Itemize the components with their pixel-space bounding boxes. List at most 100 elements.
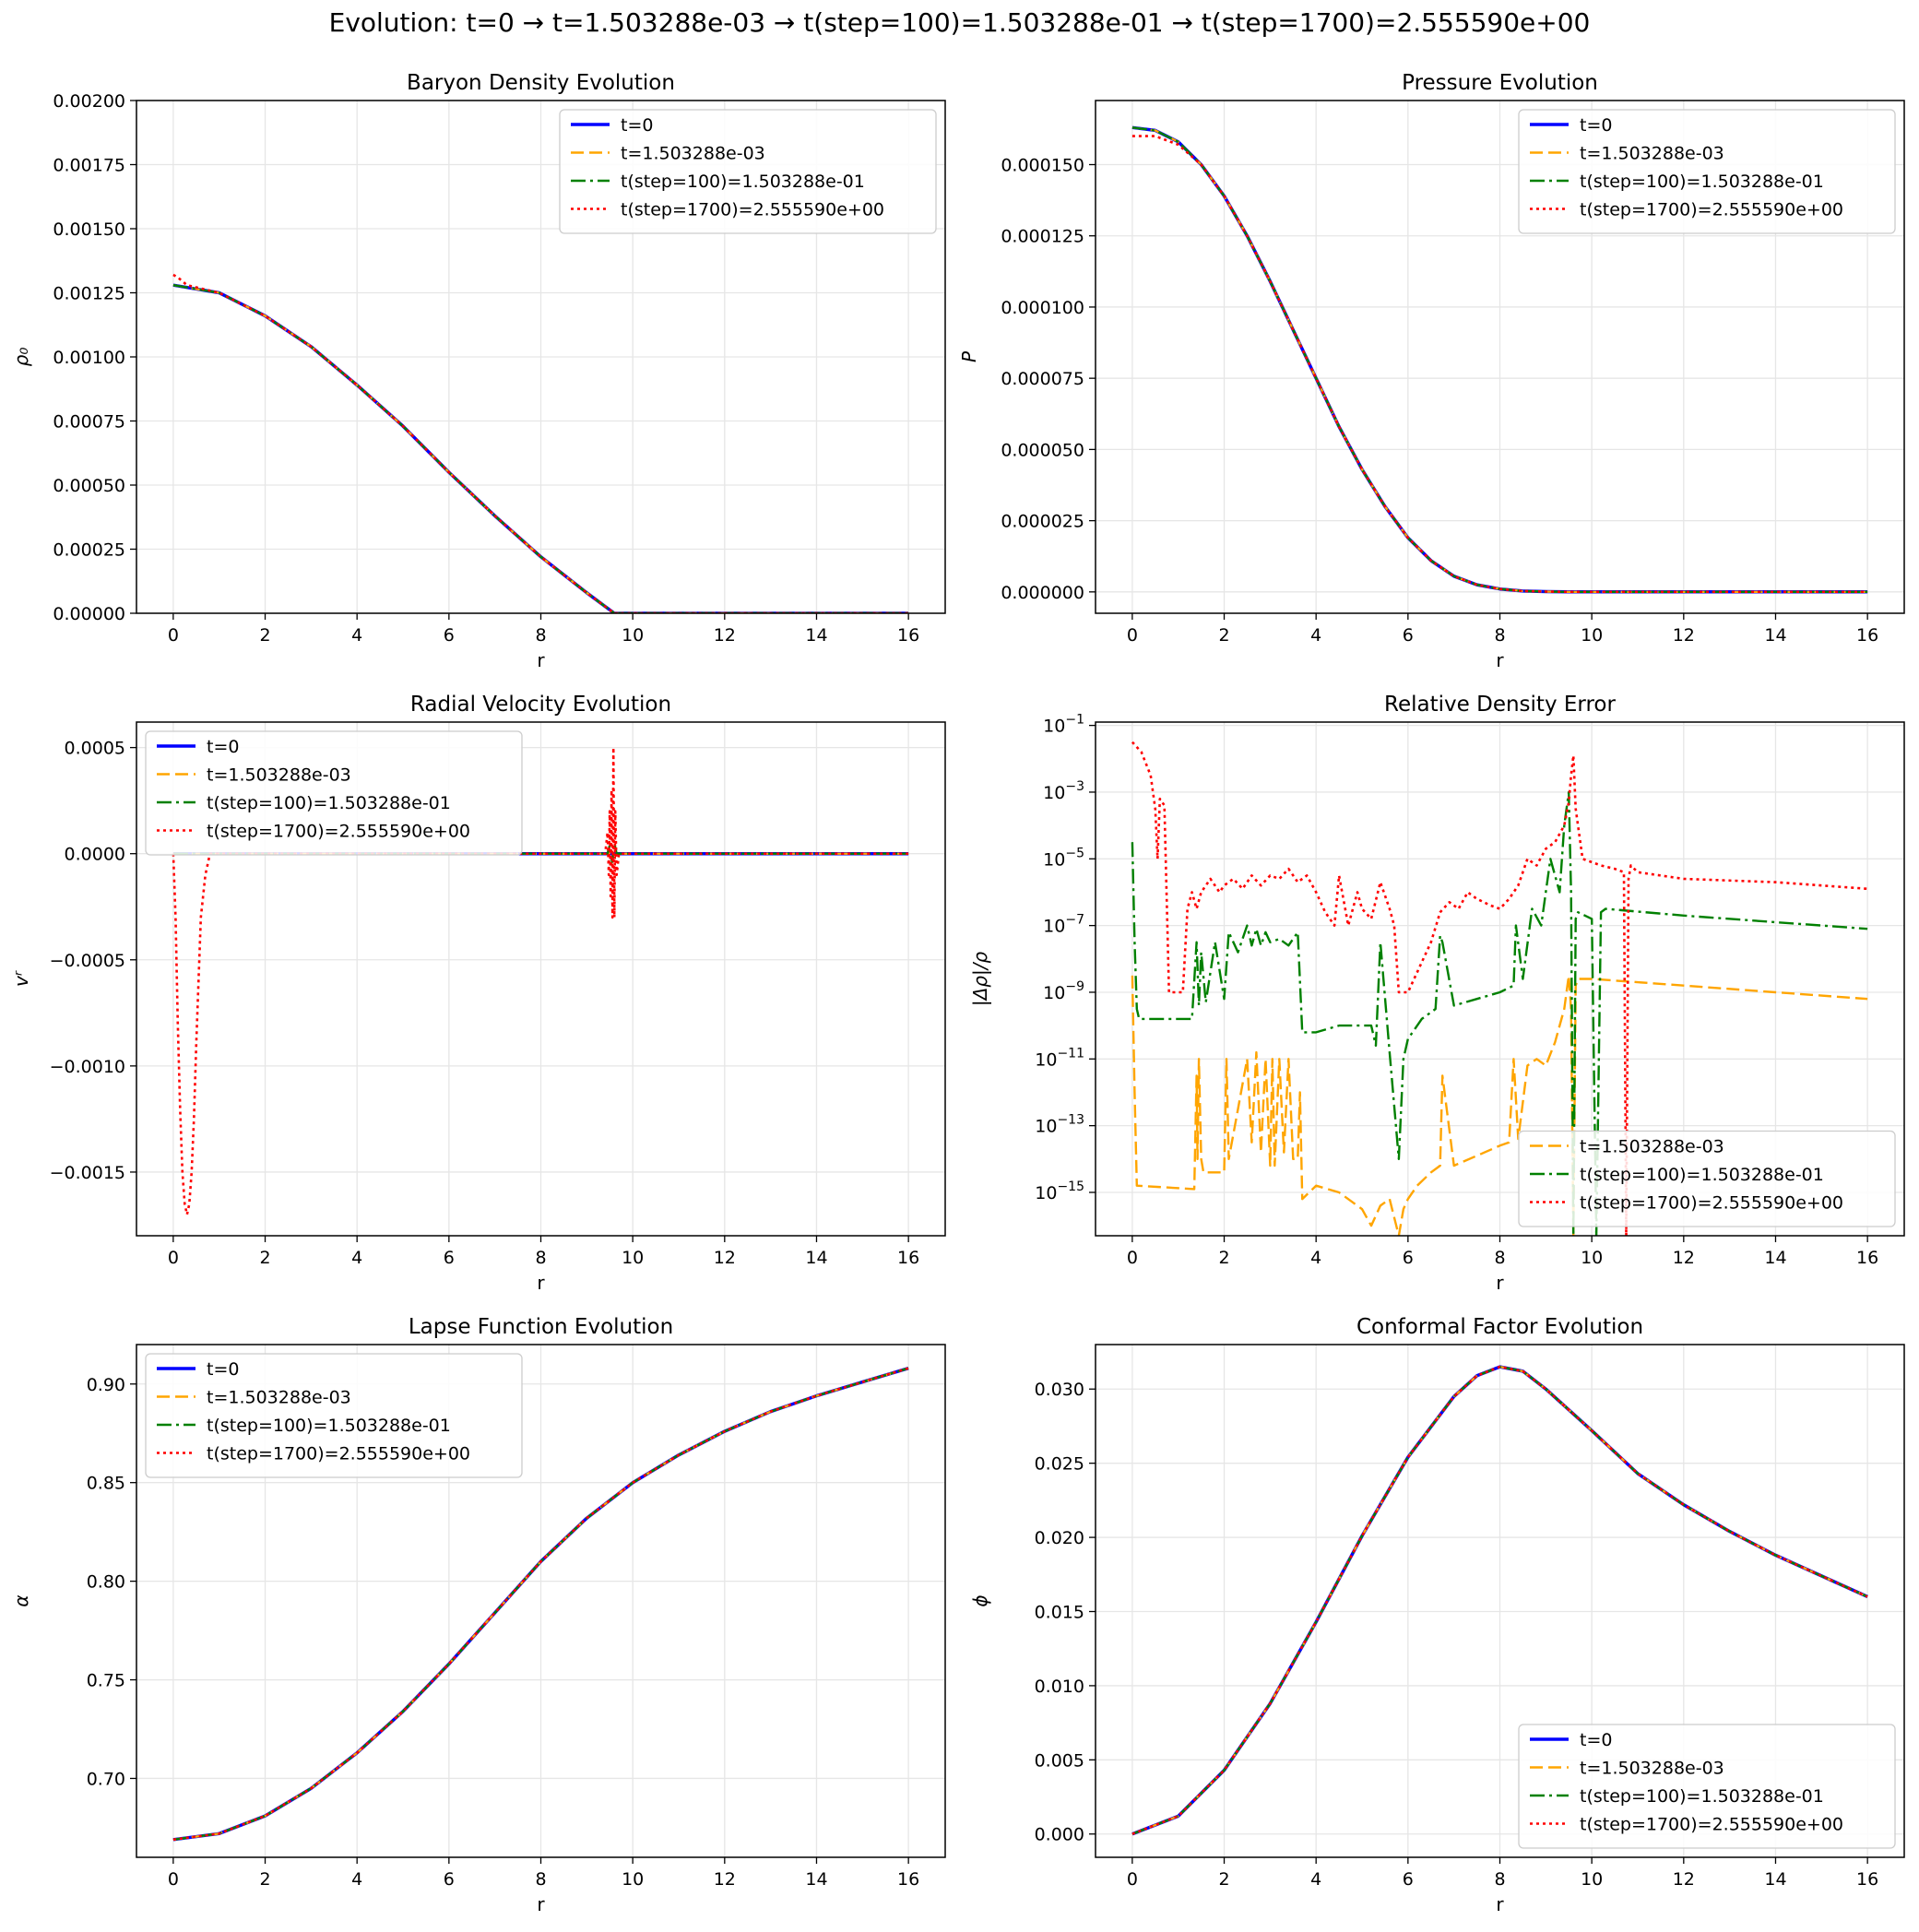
chart-title: Baryon Density Evolution xyxy=(407,71,675,95)
series-line xyxy=(1131,974,1868,1236)
x-tick-label: 12 xyxy=(714,625,736,646)
x-tick-label: 14 xyxy=(1764,1869,1786,1890)
y-tick-label: 0.0000 xyxy=(65,845,125,865)
x-tick-label: 6 xyxy=(444,625,455,646)
y-axis-label: P xyxy=(958,350,980,362)
x-tick-label: 6 xyxy=(1403,1248,1414,1268)
y-tick-label: 0.010 xyxy=(1035,1677,1084,1697)
x-tick-label: 4 xyxy=(351,1869,362,1890)
legend-box xyxy=(1518,109,1896,234)
y-tick-label: 10−9 xyxy=(1043,979,1084,1003)
plot-frame xyxy=(1095,100,1905,614)
plot-frame xyxy=(136,721,946,1237)
y-tick-label: 10−7 xyxy=(1043,913,1084,937)
y-tick-label: 0.00200 xyxy=(53,91,125,112)
legend: t=0 t=1.503288e-03 t(step=100)=1.503288e-0… xyxy=(559,109,937,234)
chart-title: Relative Density Error xyxy=(1384,693,1616,717)
legend-label: t(step=100)=1.503288e-01 xyxy=(207,793,451,813)
y-tick-label: 0.80 xyxy=(87,1572,125,1593)
plot-frame xyxy=(1095,1344,1905,1858)
x-axis-label: r xyxy=(1496,649,1504,671)
x-axis-label: r xyxy=(1496,1893,1504,1915)
y-tick-label: 0.030 xyxy=(1035,1380,1084,1400)
x-tick-label: 2 xyxy=(1218,1248,1229,1268)
y-tick-label: 0.000150 xyxy=(1001,156,1084,176)
y-axis-label: ϕ xyxy=(969,1594,991,1606)
chart-panel: 0 2 4 6 8 10 12 14 16 0.00000 0.00025 0.00050 0.0007… xyxy=(10,71,946,671)
legend: t=0 t=1.503288e-03 t(step=100)=1.503288e-0… xyxy=(145,1353,523,1478)
y-tick-label: 0.025 xyxy=(1035,1454,1084,1475)
legend-label: t=0 xyxy=(207,1359,239,1380)
x-tick-label: 12 xyxy=(1673,1248,1695,1268)
chart-panel: 0 2 4 6 8 10 12 14 16 0.000 0.005 0.010 0.015 0.020 0.… xyxy=(969,1315,1905,1915)
legend: t=0 t=1.503288e-03 t(step=100)=1.503288e-0… xyxy=(145,730,523,856)
chart-panel: 0 2 4 6 8 10 12 14 16 0.70 0.75 0.80 0.85 0.90 Lapse F… xyxy=(10,1315,946,1915)
x-tick-label: 0 xyxy=(1127,625,1138,646)
y-tick-label: 0.000075 xyxy=(1001,369,1084,389)
x-axis-label: r xyxy=(1496,1272,1504,1294)
legend-label: t=0 xyxy=(207,737,239,757)
legend-label: t(step=1700)=2.555590e+00 xyxy=(621,200,884,220)
legend-box xyxy=(559,109,937,234)
y-tick-label: 0.00000 xyxy=(53,604,125,624)
y-axis-label: |Δρ|/ρ xyxy=(969,952,991,1007)
x-tick-label: 4 xyxy=(1310,1248,1321,1268)
y-tick-label: 0.75 xyxy=(87,1671,125,1691)
x-tick-label: 2 xyxy=(1218,625,1229,646)
y-tick-label: −0.0005 xyxy=(50,951,125,971)
legend-label: t(step=100)=1.503288e-01 xyxy=(207,1416,451,1436)
y-tick-label: 10−15 xyxy=(1035,1179,1084,1203)
x-tick-label: 8 xyxy=(535,625,546,646)
x-tick-label: 8 xyxy=(1494,625,1505,646)
y-tick-label: 0.00175 xyxy=(53,156,125,176)
series-line xyxy=(1131,135,1868,594)
x-tick-label: 14 xyxy=(1764,625,1786,646)
legend-label: t(step=100)=1.503288e-01 xyxy=(621,172,865,192)
chart-title: Radial Velocity Evolution xyxy=(410,693,671,717)
x-tick-label: 10 xyxy=(1581,1248,1603,1268)
x-tick-label: 0 xyxy=(168,1248,179,1268)
y-tick-label: 0.85 xyxy=(87,1474,125,1494)
legend-box xyxy=(1518,1724,1896,1849)
y-tick-label: 10−3 xyxy=(1043,779,1084,803)
x-tick-label: 2 xyxy=(259,1869,270,1890)
x-tick-label: 10 xyxy=(1581,625,1603,646)
series-line xyxy=(172,273,909,613)
y-tick-label: 0.00150 xyxy=(53,219,125,240)
y-tick-label: 0.00025 xyxy=(53,540,125,561)
x-tick-label: 4 xyxy=(1310,1869,1321,1890)
y-tick-label: 10−1 xyxy=(1043,713,1084,737)
legend-label: t=1.503288e-03 xyxy=(1580,1759,1724,1779)
x-tick-label: 6 xyxy=(1403,1869,1414,1890)
legend-label: t(step=1700)=2.555590e+00 xyxy=(207,1444,470,1464)
chart-title: Conformal Factor Evolution xyxy=(1356,1315,1643,1339)
y-tick-label: 0.00050 xyxy=(53,476,125,496)
x-tick-label: 16 xyxy=(1856,1869,1878,1890)
legend-label: t(step=1700)=2.555590e+00 xyxy=(1580,1815,1843,1835)
y-axis-label: ρ₀ xyxy=(10,348,32,367)
x-tick-label: 10 xyxy=(622,1869,644,1890)
y-tick-label: 0.70 xyxy=(87,1769,125,1789)
x-tick-label: 2 xyxy=(259,1248,270,1268)
x-tick-label: 14 xyxy=(805,625,827,646)
y-tick-label: 0.000050 xyxy=(1001,440,1084,460)
series-line xyxy=(1131,790,1868,1236)
legend-box xyxy=(145,1353,523,1478)
x-tick-label: 16 xyxy=(897,1248,919,1268)
x-tick-label: 14 xyxy=(805,1869,827,1890)
legend-label: t(step=100)=1.503288e-01 xyxy=(1580,1165,1824,1185)
x-tick-label: 12 xyxy=(714,1869,736,1890)
x-tick-label: 16 xyxy=(897,1869,919,1890)
y-axis-label: vʳ xyxy=(10,970,32,987)
y-tick-label: 0.000125 xyxy=(1001,227,1084,247)
y-tick-label: −0.0015 xyxy=(50,1163,125,1183)
x-tick-label: 8 xyxy=(1494,1869,1505,1890)
y-axis-label: α xyxy=(10,1594,32,1606)
x-tick-label: 4 xyxy=(1310,625,1321,646)
x-tick-label: 12 xyxy=(714,1248,736,1268)
y-tick-label: 0.000100 xyxy=(1001,298,1084,318)
x-tick-label: 4 xyxy=(351,625,362,646)
series-line xyxy=(172,1367,909,1842)
x-tick-label: 10 xyxy=(622,625,644,646)
